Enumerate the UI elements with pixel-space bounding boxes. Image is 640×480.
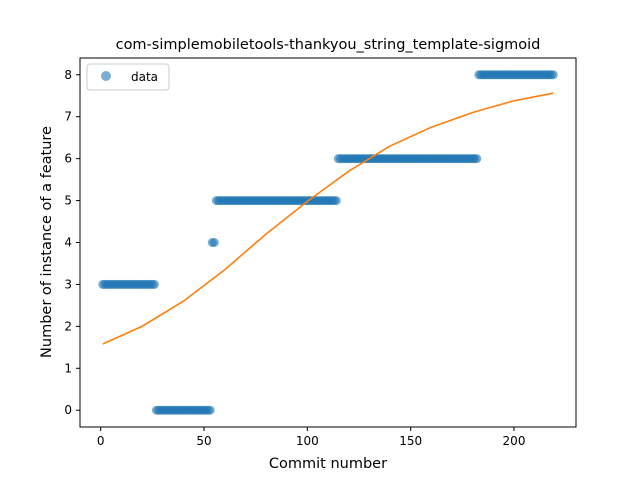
data-point [205,405,215,415]
x-axis: 0 50 100 150 200 [97,427,526,448]
x-tick-label: 50 [196,434,211,448]
y-tick-label: 3 [64,277,72,291]
plot-area [98,70,558,415]
y-tick-label: 5 [64,194,72,208]
y-tick-label: 1 [64,361,72,375]
x-tick-label: 150 [399,434,422,448]
legend-box [86,63,170,91]
x-tick-label: 0 [97,434,105,448]
y-tick-label: 6 [64,152,72,166]
y-tick-label: 7 [64,110,72,124]
y-tick-label: 4 [64,236,72,250]
legend-marker [101,71,111,81]
y-axis: 0 1 2 3 4 5 6 7 8 [64,68,80,417]
x-tick-label: 200 [503,434,526,448]
legend: data [86,63,170,91]
sigmoid-fit-line [102,92,554,345]
x-tick-label: 100 [296,434,319,448]
data-point [331,196,341,206]
x-axis-label: Commit number [269,456,387,472]
y-tick-label: 8 [64,68,72,82]
y-tick-label: 0 [64,403,72,417]
chart-title: com-simplemobiletools-thankyou_string_te… [116,37,541,53]
legend-label-data: data [131,70,158,84]
data-point [472,154,482,164]
y-tick-label: 2 [64,319,72,333]
data-point [548,70,558,80]
data-point [149,279,159,289]
y-axis-label: Number of instance of a feature [39,126,55,358]
data-point [209,238,219,247]
